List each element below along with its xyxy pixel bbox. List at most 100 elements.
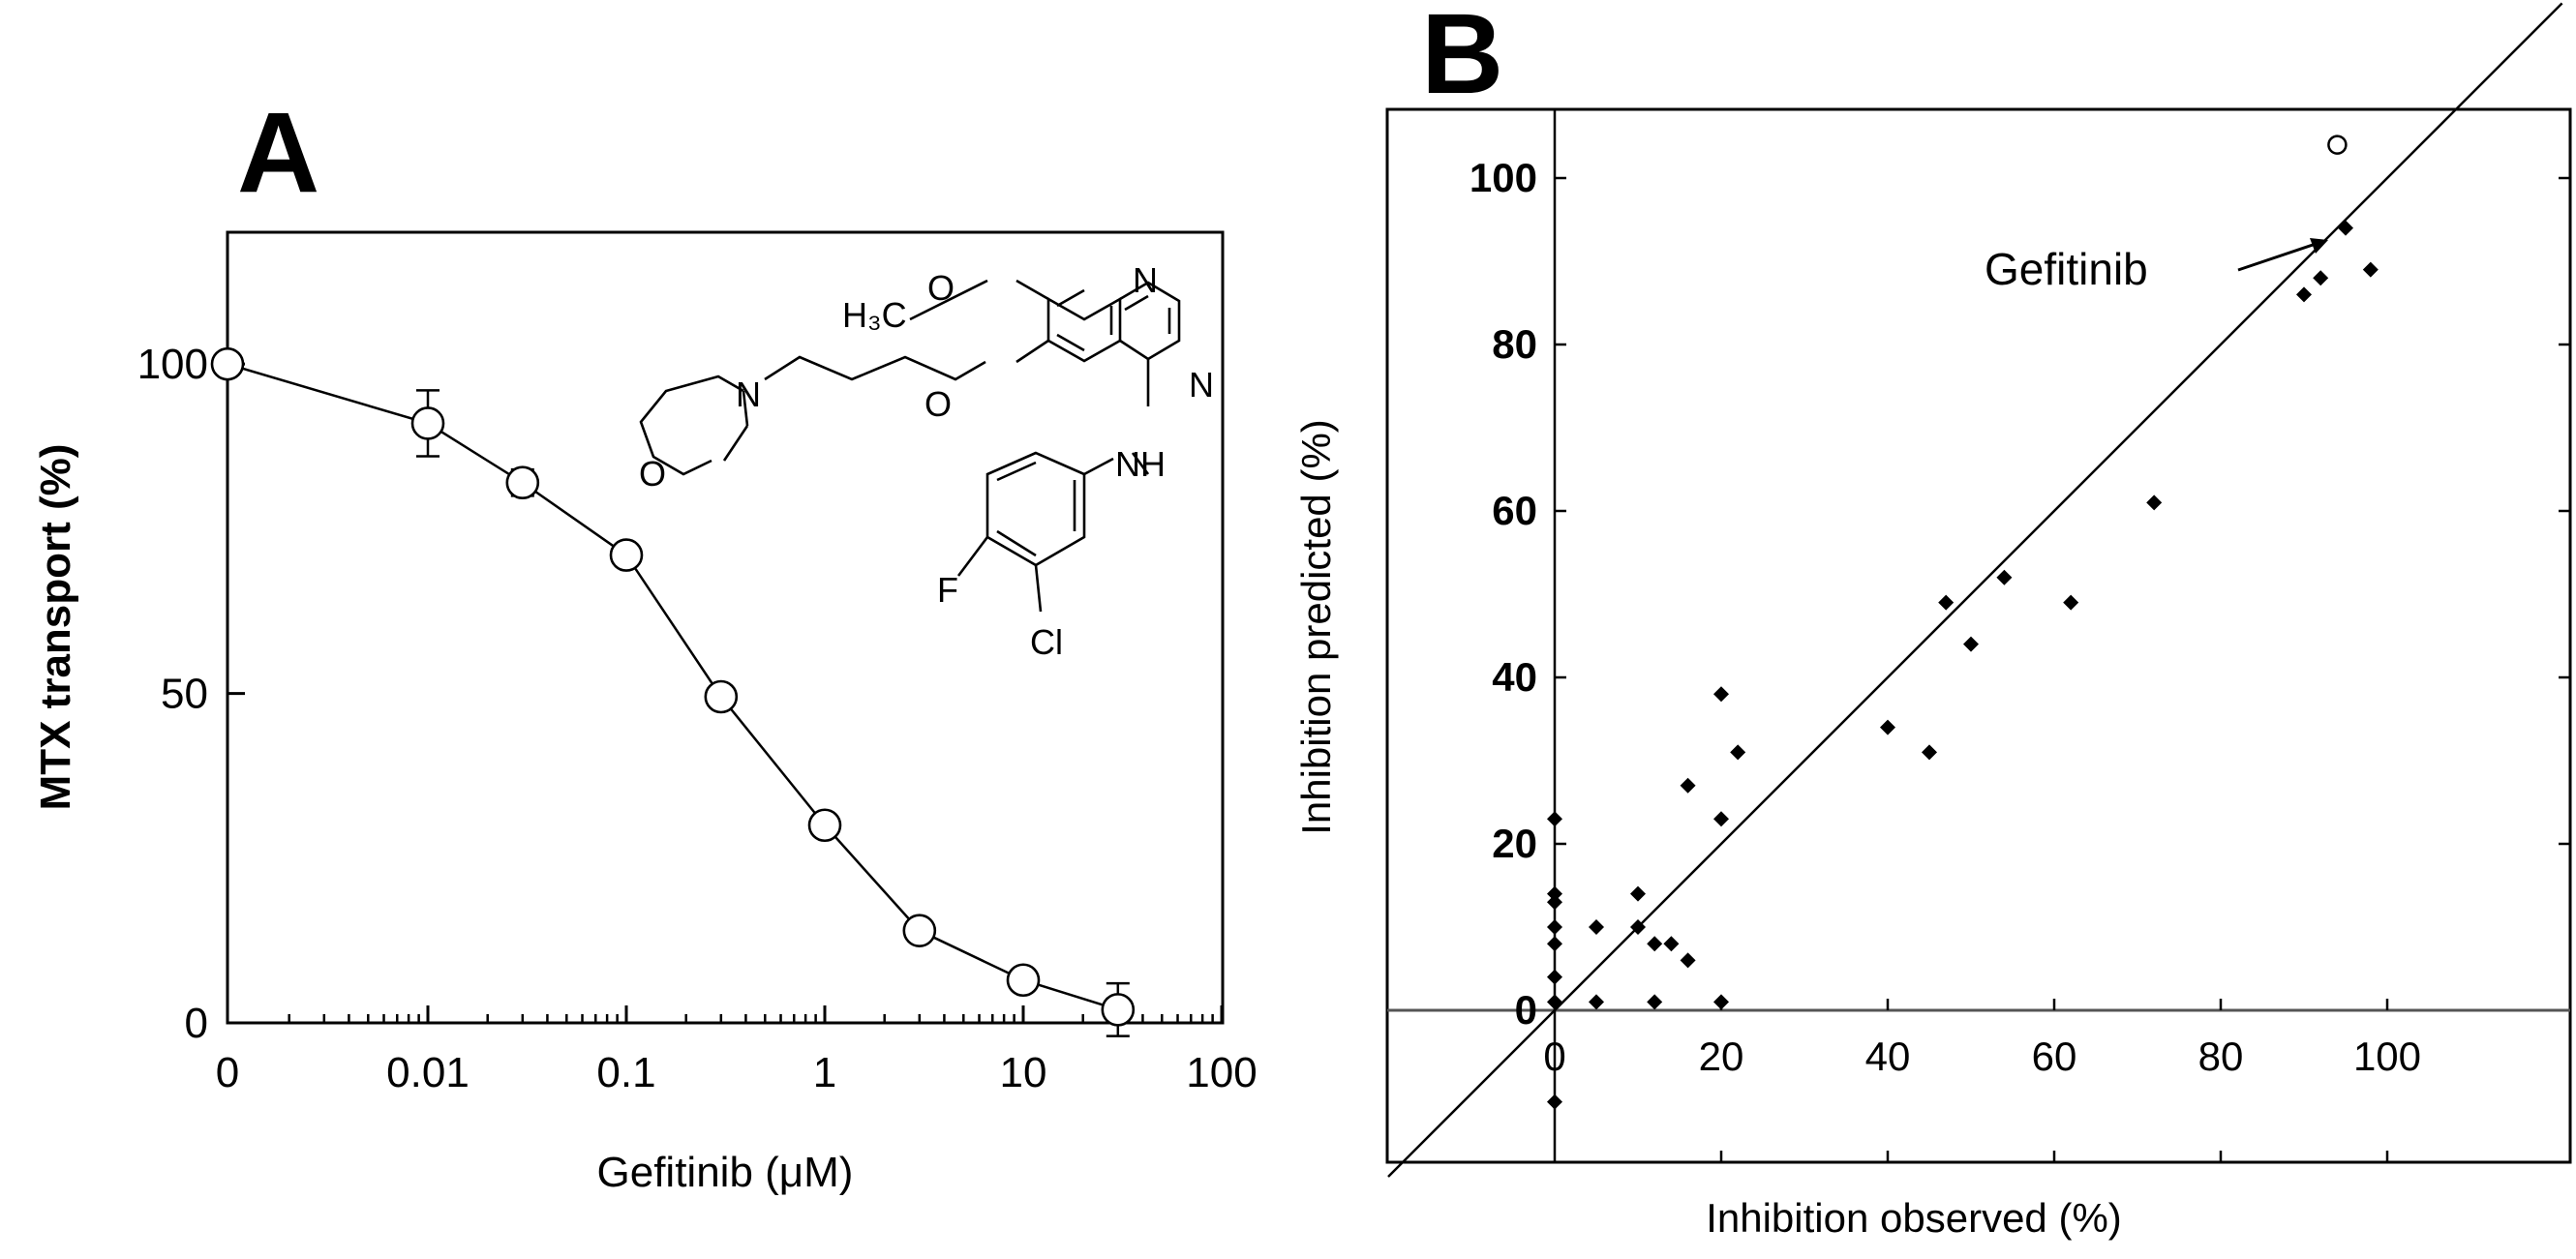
panel-b-data-point	[1938, 594, 1955, 611]
panel-b-frame	[1385, 107, 2572, 1164]
panel-a-x-tick-label: 0.1	[596, 1049, 655, 1096]
structure-label-nitrogen: N	[736, 375, 761, 414]
panel-b-data-point	[2362, 261, 2379, 278]
panel-b-data-point	[2146, 495, 2163, 511]
panel-b-data-point	[1730, 744, 1746, 761]
panel-b-data-point	[1589, 994, 1604, 1010]
panel-a-series	[210, 346, 1136, 1037]
structure-bond	[1056, 288, 1085, 308]
panel-a-data-point	[1006, 963, 1041, 998]
gefitinib-annotation-arrow	[2237, 240, 2322, 272]
panel-a-x-tick-label: 1	[813, 1049, 836, 1096]
panel-b-data-point	[1547, 811, 1562, 827]
panel-a-data-point	[807, 808, 842, 843]
panel-b-y-axis-title: Inhibition predicted (%)	[1293, 419, 1339, 835]
panel-b-y-tick-label: 20	[1492, 821, 1537, 866]
panel-b-data-point	[1996, 569, 2013, 585]
panel-b-x-tick-label: 80	[2198, 1034, 2244, 1079]
structure-benzo-ring	[1046, 296, 1122, 363]
structure-label-oxygen: O	[924, 384, 952, 424]
panel-a-x-tick-label: 0	[216, 1049, 239, 1096]
structure-bond	[1015, 339, 1049, 364]
panel-a-data-point	[902, 914, 937, 947]
structure-bond	[1124, 294, 1149, 312]
panel-b-data-point	[1547, 994, 1562, 1010]
structure-label-oxygen: O	[639, 454, 666, 494]
panel-a-tick-labels: 0 50 100 0 0.01 0.1 1 10 100	[137, 341, 1258, 1096]
panel-b-identity-line	[1387, 2, 2563, 1178]
panel-a-y-tick-label: 0	[185, 1000, 208, 1047]
structure-bond	[956, 536, 989, 577]
structure-bond	[996, 529, 1037, 557]
panel-b-data-point	[1589, 919, 1604, 935]
panel-b-data-point	[1547, 969, 1562, 985]
structure-bond	[1131, 452, 1150, 475]
panel-b-data-point	[1547, 885, 1562, 902]
panel-b-data-point	[1547, 919, 1562, 935]
panel-b-data-point	[1713, 994, 1729, 1010]
structure-label-oxygen: O	[927, 268, 955, 308]
panel-b-y-tick-label: 100	[1470, 155, 1537, 200]
panel-a-data-point	[410, 406, 445, 440]
structure-label-methoxy: H₃C	[842, 295, 907, 335]
structure-bond	[722, 425, 749, 462]
panel-b-data-point	[1647, 994, 1663, 1010]
panel-b-x-tick-label: 20	[1699, 1034, 1744, 1079]
panel-b-y-tick-label: 40	[1492, 654, 1537, 700]
panel-b-x-tick-label: 100	[2353, 1034, 2421, 1079]
panel-a-ticks	[227, 362, 1224, 1025]
structure-label-nitrogen: N	[1133, 260, 1158, 300]
panel-a-chart: 0 50 100 0 0.01 0.1 1 10 100 Gefitinib (μM) MTX …	[32, 230, 1258, 1196]
panel-b-data-point	[1680, 952, 1696, 969]
gefitinib-structure	[639, 279, 1181, 613]
structure-label-chlorine: Cl	[1030, 622, 1063, 662]
structure-propyl-chain	[764, 355, 986, 381]
structure-bond	[1015, 279, 1049, 301]
panel-b-data-point	[1663, 936, 1680, 952]
panel-b-data-point	[1547, 936, 1562, 952]
structure-aniline-ring	[985, 451, 1086, 567]
structure-bond	[1056, 333, 1085, 352]
panel-a-data-point	[704, 679, 739, 714]
panel-b-y-tick-label: 0	[1515, 987, 1537, 1033]
panel-a-frame	[226, 230, 1225, 1025]
panel-b-data-point	[1630, 919, 1646, 935]
structure-pyrimidine-ring	[1119, 281, 1181, 361]
panel-b-letter: B	[1421, 0, 1503, 118]
structure-label-amine: NH	[1115, 444, 1166, 484]
panel-b-ticks	[1555, 176, 2570, 1162]
panel-b-data-point	[1922, 744, 1937, 761]
panel-b-data-point	[1630, 885, 1646, 902]
structure-labels: H₃C O N N O N O NH F Cl	[639, 260, 1214, 662]
panel-b-y-tick-label: 80	[1492, 321, 1537, 367]
panel-a-x-tick-label: 0.01	[386, 1049, 470, 1096]
panel-a-x-axis-title: Gefitinib (μM)	[597, 1149, 854, 1196]
panel-b-x-tick-label: 0	[1543, 1034, 1565, 1079]
structure-morpholine-ring	[639, 375, 744, 476]
panel-a-letter: A	[237, 89, 319, 217]
structure-bond	[996, 461, 1037, 482]
panel-b-data-point	[1713, 811, 1729, 827]
panel-b-data-point	[2338, 220, 2353, 236]
panel-b-data-point	[1713, 686, 1729, 703]
panel-b-data-point	[2313, 270, 2329, 286]
panel-b-data-point	[2296, 286, 2312, 303]
panel-b-data-point	[1647, 936, 1663, 952]
panel-a-data-point	[609, 538, 644, 572]
panel-a-y-tick-label: 50	[161, 671, 208, 718]
panel-b-data-point	[1547, 1094, 1562, 1110]
panel-b-data-point	[1963, 636, 1979, 652]
gefitinib-annotation: Gefitinib	[1985, 244, 2148, 294]
structure-label-fluorine: F	[937, 570, 958, 610]
panel-b-x-tick-label: 40	[1865, 1034, 1911, 1079]
panel-a-x-tick-label: 10	[1000, 1049, 1047, 1096]
panel-a-data-point	[1101, 993, 1136, 1027]
panel-b-data-point	[1680, 777, 1696, 794]
panel-b-x-tick-label: 60	[2032, 1034, 2077, 1079]
panel-a-series-line	[227, 362, 1119, 1011]
structure-bond	[742, 390, 749, 427]
panel-a-x-tick-label: 100	[1186, 1049, 1257, 1096]
panel-b-data-point	[2063, 594, 2079, 611]
panel-b-gefitinib-point	[2327, 135, 2348, 155]
panel-b-series	[1547, 135, 2379, 1110]
